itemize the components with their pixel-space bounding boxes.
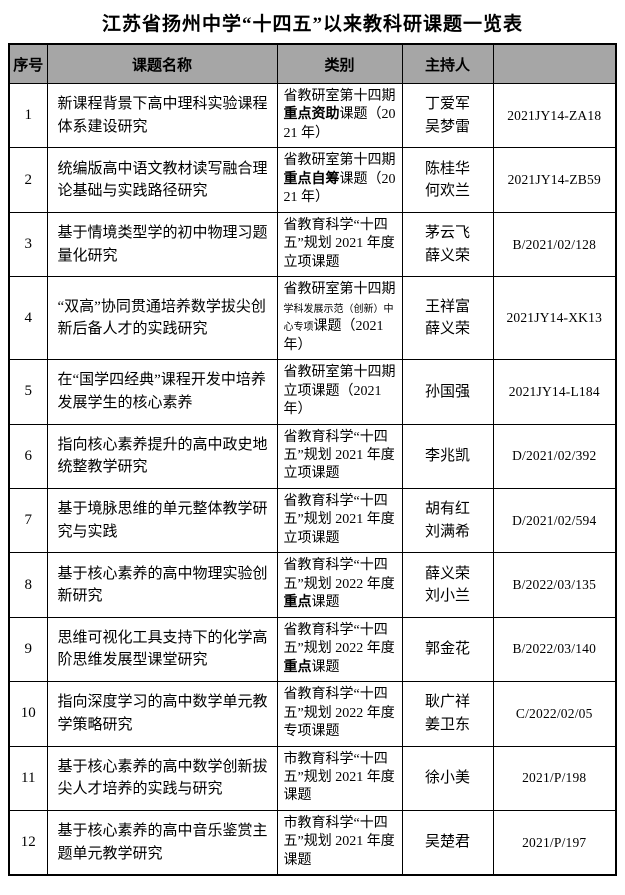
topic-name: 基于境脉思维的单元整体教学研究与实践 [46,487,278,554]
topic-hosts: 茅云飞 薛义荣 [401,211,494,278]
row-number: 12 [8,809,48,876]
topic-hosts: 王祥富 薛义荣 [401,276,494,361]
project-code: 2021JY14-XK13 [492,276,617,361]
table-row: 2 统编版高中语文教材读写融合理论基础与实践路径研究 省教研室第十四期重点自筹课题（… [8,147,617,213]
topic-category: 市教育科学“十四五”规划 2021 年度课题 [276,809,403,876]
column-header: 主持人 [401,43,494,84]
project-code: D/2021/02/594 [492,487,617,554]
row-number: 2 [8,147,48,213]
table-body: 1 新课程背景下高中理科实验课程体系建设研究 省教研室第十四期重点资助课题（2021… [8,82,617,876]
topic-name: 基于核心素养的高中物理实验创新研究 [46,552,278,618]
topic-category: 省教育科学“十四五”规划 2021 年度立项课题 [276,211,403,278]
row-number: 7 [8,487,48,554]
table-row: 8 基于核心素养的高中物理实验创新研究 省教育科学“十四五”规划 2022 年度重点… [8,552,617,618]
topic-hosts: 薛义荣 刘小兰 [401,552,494,618]
topic-category: 省教研室第十四期立项课题（2021 年） [276,359,403,425]
row-number: 10 [8,681,48,747]
topic-hosts: 郭金花 [401,616,494,683]
table-row: 6 指向核心素养提升的高中政史地统整教学研究 省教育科学“十四五”规划 2021 年… [8,423,617,489]
row-number: 3 [8,211,48,278]
column-header: 序号 [8,43,48,84]
project-code: B/2022/03/135 [492,552,617,618]
project-code: 2021/P/198 [492,745,617,811]
row-number: 1 [8,82,48,149]
topic-category: 省教育科学“十四五”规划 2021 年度立项课题 [276,487,403,554]
project-code: 2021JY14-L184 [492,359,617,425]
topics-table: 序号 课题名称 类别 主持人 1 新课程背景下高中理科实验课程体系建设研究 省教研室第十四… [8,43,617,877]
topic-category: 省教研室第十四期重点自筹课题（2021 年） [276,147,403,213]
topic-category: 省教研室第十四期学科发展示范（创新）中心专项课题（2021 年） [276,276,403,361]
table-row: 12 基于核心素养的高中音乐鉴赏主题单元教学研究 市教育科学“十四五”规划 2021… [8,809,617,876]
topic-category: 省教研室第十四期重点资助课题（2021 年） [276,82,403,149]
table-row: 9 思维可视化工具支持下的化学高阶思维发展型课堂研究 省教育科学“十四五”规划 20… [8,616,617,683]
topic-name: “双高”协同贯通培养数学拔尖创新后备人才的实践研究 [46,276,278,361]
header-row: 序号 课题名称 类别 主持人 [8,43,617,84]
row-number: 5 [8,359,48,425]
topic-hosts: 耿广祥 姜卫东 [401,681,494,747]
table-row: 4 “双高”协同贯通培养数学拔尖创新后备人才的实践研究 省教研室第十四期学科发展示范… [8,276,617,361]
topic-name: 基于核心素养的高中音乐鉴赏主题单元教学研究 [46,809,278,876]
topic-hosts: 孙国强 [401,359,494,425]
topic-category: 市教育科学“十四五”规划 2021 年度课题 [276,745,403,811]
topic-name: 新课程背景下高中理科实验课程体系建设研究 [46,82,278,149]
page-title: 江苏省扬州中学“十四五”以来教科研课题一览表 [101,14,523,35]
table-row: 3 基于情境类型学的初中物理习题量化研究 省教育科学“十四五”规划 2021 年度立… [8,211,617,278]
row-number: 4 [8,276,48,361]
topic-name: 指向核心素养提升的高中政史地统整教学研究 [46,423,278,489]
table-row: 1 新课程背景下高中理科实验课程体系建设研究 省教研室第十四期重点资助课题（2021… [8,82,617,149]
row-number: 9 [8,616,48,683]
project-code: 2021JY14-ZA18 [492,82,617,149]
table-row: 7 基于境脉思维的单元整体教学研究与实践 省教育科学“十四五”规划 2021 年度立… [8,487,617,554]
column-header: 类别 [276,43,403,84]
topic-hosts: 丁爱军 吴梦雷 [401,82,494,149]
project-code: 2021JY14-ZB59 [492,147,617,213]
column-header [492,43,617,84]
project-code: B/2021/02/128 [492,211,617,278]
topic-hosts: 徐小美 [401,745,494,811]
table-row: 10 指向深度学习的高中数学单元教学策略研究 省教育科学“十四五”规划 2022 年… [8,681,617,747]
topic-hosts: 吴楚君 [401,809,494,876]
column-header: 课题名称 [46,43,278,84]
row-number: 6 [8,423,48,489]
topic-name: 统编版高中语文教材读写融合理论基础与实践路径研究 [46,147,278,213]
topic-category: 省教育科学“十四五”规划 2021 年度立项课题 [276,423,403,489]
row-number: 8 [8,552,48,618]
topic-category: 省教育科学“十四五”规划 2022 年度重点课题 [276,552,403,618]
project-code: D/2021/02/392 [492,423,617,489]
table-row: 11 基于核心素养的高中数学创新拔尖人才培养的实践与研究 市教育科学“十四五”规划 … [8,745,617,811]
table-row: 5 在“国学四经典”课程开发中培养发展学生的核心素养 省教研室第十四期立项课题（20… [8,359,617,425]
topic-name: 在“国学四经典”课程开发中培养发展学生的核心素养 [46,359,278,425]
topic-category: 省教育科学“十四五”规划 2022 年度重点课题 [276,616,403,683]
project-code: 2021/P/197 [492,809,617,876]
project-code: C/2022/02/05 [492,681,617,747]
topic-hosts: 李兆凯 [401,423,494,489]
topic-name: 指向深度学习的高中数学单元教学策略研究 [46,681,278,747]
topic-name: 基于核心素养的高中数学创新拔尖人才培养的实践与研究 [46,745,278,811]
topic-name: 基于情境类型学的初中物理习题量化研究 [46,211,278,278]
project-code: B/2022/03/140 [492,616,617,683]
row-number: 11 [8,745,48,811]
topic-category: 省教育科学“十四五”规划 2022 年度专项课题 [276,681,403,747]
topic-name: 思维可视化工具支持下的化学高阶思维发展型课堂研究 [46,616,278,683]
topic-hosts: 胡有红 刘满希 [401,487,494,554]
topic-hosts: 陈桂华 何欢兰 [401,147,494,213]
